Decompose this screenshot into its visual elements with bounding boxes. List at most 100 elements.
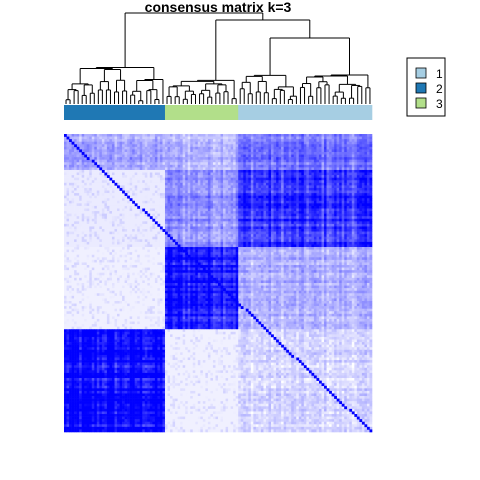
heatmap-cell (366, 195, 370, 199)
heatmap-cell (344, 144, 348, 148)
heatmap-cell (192, 154, 196, 158)
heatmap-cell (341, 144, 345, 148)
heatmap-cell (291, 146, 295, 150)
heatmap-cell (69, 198, 72, 202)
heatmap-cell (276, 149, 279, 153)
heatmap-cell (127, 167, 130, 171)
heatmap-cell (238, 185, 242, 189)
heatmap-cell (212, 180, 216, 184)
heatmap-cell (212, 231, 216, 235)
heatmap-cell (238, 172, 242, 176)
heatmap-cell (109, 154, 113, 158)
heatmap-cell (283, 213, 287, 217)
heatmap-cell (212, 139, 216, 143)
heatmap-cell (200, 159, 204, 163)
heatmap-cell (170, 182, 173, 186)
heatmap-cell (334, 162, 337, 166)
heatmap-cell (154, 229, 158, 232)
heatmap-cell (144, 149, 148, 153)
heatmap-cell (351, 208, 355, 212)
heatmap-cell (339, 221, 342, 225)
heatmap-cell (324, 218, 327, 222)
heatmap-cell (336, 182, 340, 186)
heatmap-cell (69, 146, 72, 150)
heatmap-cell (180, 198, 183, 202)
heatmap-cell (291, 151, 295, 155)
heatmap-cell (255, 146, 259, 150)
heatmap-cell (301, 223, 305, 227)
heatmap-cell (185, 151, 188, 155)
heatmap-cell (245, 134, 249, 137)
heatmap-cell (76, 136, 80, 140)
heatmap-cell (202, 149, 206, 153)
heatmap-cell (197, 229, 201, 232)
heatmap-cell (86, 164, 90, 168)
heatmap-cell (223, 221, 226, 225)
heatmap-cell (361, 205, 365, 209)
heatmap-cell (313, 205, 317, 209)
heatmap-cell (260, 185, 264, 189)
heatmap-cell (253, 164, 257, 168)
heatmap-cell (281, 167, 284, 171)
heatmap-cell (336, 223, 340, 227)
heatmap-cell (346, 203, 350, 207)
heatmap-cell (356, 167, 360, 171)
heatmap-cell (71, 182, 75, 186)
heatmap-cell (276, 146, 279, 150)
heatmap-cell (142, 231, 146, 235)
heatmap-cell (84, 164, 88, 168)
heatmap-cell (255, 177, 259, 181)
heatmap-cell (218, 139, 221, 143)
heatmap-cell (286, 203, 289, 207)
heatmap-cell (109, 216, 113, 220)
heatmap-cell (356, 205, 360, 209)
heatmap-cell (223, 177, 226, 181)
heatmap-cell (117, 208, 120, 212)
heatmap-cell (89, 198, 93, 202)
heatmap-cell (250, 141, 254, 145)
heatmap-cell (185, 198, 188, 202)
heatmap-cell (167, 154, 171, 158)
heatmap-cell (245, 141, 249, 145)
heatmap-cell (64, 180, 67, 184)
heatmap-cell (212, 175, 216, 178)
heatmap-cell (311, 139, 315, 143)
heatmap-cell (329, 221, 332, 225)
heatmap-cell (81, 172, 85, 176)
heatmap-cell (218, 136, 221, 140)
heatmap-cell (316, 136, 320, 140)
heatmap-cell (122, 146, 125, 150)
heatmap-cell (369, 149, 373, 153)
heatmap-cell (369, 213, 373, 217)
heatmap-cell (339, 182, 342, 186)
heatmap-cell (356, 159, 360, 163)
heatmap-cell (293, 175, 297, 178)
heatmap-cell (271, 187, 274, 191)
heatmap-cell (195, 146, 199, 150)
heatmap-cell (109, 182, 113, 186)
heatmap-cell (127, 175, 130, 178)
heatmap-cell (288, 216, 292, 220)
heatmap-cell (96, 211, 100, 214)
heatmap-cell (96, 146, 100, 150)
heatmap-cell (182, 193, 186, 196)
heatmap-cell (157, 139, 161, 143)
heatmap-cell (329, 175, 332, 178)
heatmap-cell (212, 218, 216, 222)
heatmap-cell (255, 172, 259, 176)
heatmap-cell (326, 172, 330, 176)
heatmap-cell (142, 139, 146, 143)
heatmap-cell (296, 151, 300, 155)
heatmap-cell (200, 231, 204, 235)
heatmap-cell (296, 216, 300, 220)
heatmap-cell (316, 144, 320, 148)
heatmap-cell (74, 162, 77, 166)
heatmap-cell (230, 203, 234, 207)
heatmap-cell (258, 211, 262, 214)
heatmap-cell (162, 136, 166, 140)
heatmap-cell (271, 136, 274, 140)
heatmap-cell (195, 154, 199, 158)
heatmap-cell (170, 172, 173, 176)
heatmap-cell (64, 231, 67, 235)
heatmap-cell (238, 223, 242, 227)
